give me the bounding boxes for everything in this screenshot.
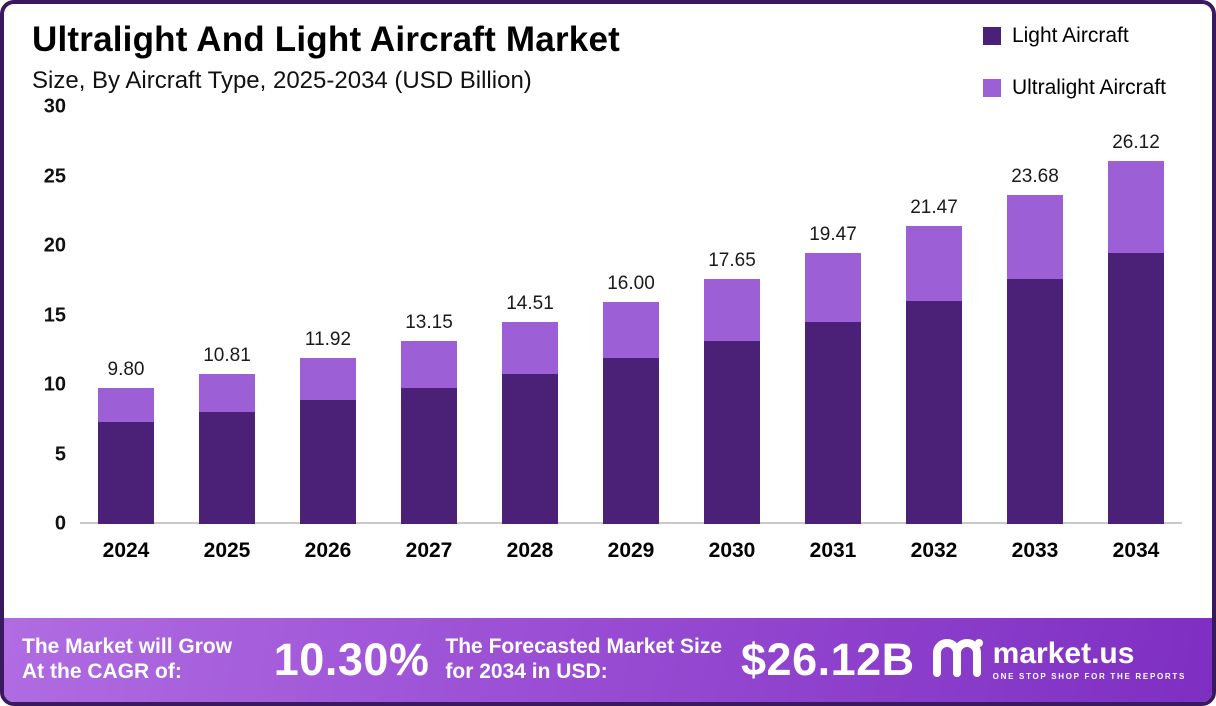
bar-total-label: 14.51 — [506, 293, 554, 315]
bar-column: 11.92 2026 — [290, 107, 366, 563]
bar-total-label: 11.92 — [304, 329, 352, 351]
segment-ultralight-aircraft — [401, 341, 457, 388]
x-axis-label: 2031 — [809, 539, 857, 562]
bar-column: 26.12 2034 — [1098, 107, 1174, 563]
cagr-value: 10.30% — [273, 634, 430, 685]
segment-light-aircraft — [199, 411, 255, 524]
bar-column: 10.81 2025 — [189, 107, 265, 563]
y-axis-tick: 30 — [43, 95, 66, 118]
x-axis-label: 2034 — [1112, 539, 1160, 562]
segment-ultralight-aircraft — [1108, 160, 1164, 254]
legend-label: Light Aircraft — [1011, 24, 1129, 47]
brand-name: market.us — [992, 637, 1135, 670]
segment-ultralight-aircraft — [805, 253, 861, 323]
y-axis-tick: 20 — [43, 234, 66, 257]
bar-column: 19.47 2031 — [795, 107, 871, 563]
market-us-logo-icon — [931, 637, 983, 684]
stacked-bar — [401, 341, 457, 524]
bar-column: 9.80 2024 — [88, 107, 164, 563]
stacked-bar — [98, 387, 154, 524]
chart-subtitle: Size, By Aircraft Type, 2025-2034 (USD B… — [32, 67, 532, 94]
bar-column: 13.15 2027 — [391, 107, 467, 563]
segment-ultralight-aircraft — [603, 301, 659, 359]
segment-ultralight-aircraft — [300, 358, 356, 401]
stacked-bar — [906, 225, 962, 524]
stacked-bar — [1108, 160, 1164, 524]
legend-item-light-aircraft: Light Aircraft — [982, 24, 1166, 48]
segment-ultralight-aircraft — [906, 225, 962, 302]
legend-label: Ultralight Aircraft — [1011, 76, 1166, 99]
stacked-bar — [805, 253, 861, 524]
segment-ultralight-aircraft — [199, 373, 255, 412]
segment-light-aircraft — [704, 341, 760, 524]
chart-title: Ultralight And Light Aircraft Market — [32, 20, 620, 59]
chart-columns: 9.80 2024 10.81 2025 11.92 2026 13.15 2027 14.51… — [80, 107, 1182, 563]
stacked-bar — [704, 278, 760, 524]
plot-area: 9.80 2024 10.81 2025 11.92 2026 13.15 2027 14.51… — [80, 107, 1182, 563]
x-axis-label: 2033 — [1011, 539, 1059, 562]
segment-ultralight-aircraft — [704, 278, 760, 342]
x-axis-label: 2025 — [203, 539, 251, 562]
brand-text: market.us ONE STOP SHOP FOR THE REPORTS — [993, 639, 1186, 681]
segment-light-aircraft — [502, 373, 558, 524]
stacked-bar — [1007, 194, 1063, 524]
x-axis-label: 2024 — [102, 539, 150, 562]
x-axis-label: 2028 — [506, 539, 554, 562]
segment-light-aircraft — [906, 301, 962, 524]
bar-column: 23.68 2033 — [997, 107, 1073, 563]
segment-light-aircraft — [805, 322, 861, 524]
y-axis-tick: 25 — [43, 165, 66, 187]
bar-total-label: 23.68 — [1011, 165, 1059, 187]
chart-header: Ultralight And Light Aircraft Market Siz… — [4, 4, 1212, 99]
stacked-bar — [199, 373, 255, 524]
bar-total-label: 13.15 — [405, 312, 453, 334]
bar-total-label: 10.81 — [203, 344, 251, 366]
bar-total-label: 16.00 — [607, 272, 655, 294]
brand-logo: market.us ONE STOP SHOP FOR THE REPORTS — [931, 637, 1194, 684]
bar-column: 21.47 2032 — [896, 107, 972, 563]
brand-tagline: ONE STOP SHOP FOR THE REPORTS — [992, 672, 1186, 681]
bar-total-label: 26.12 — [1112, 131, 1160, 153]
segment-light-aircraft — [1007, 278, 1063, 524]
forecast-value: $26.12B — [741, 634, 915, 685]
x-axis-label: 2027 — [405, 539, 453, 562]
legend: Light Aircraft Ultralight Aircraft — [982, 24, 1166, 100]
stacked-bar — [603, 301, 659, 524]
bar-column: 16.00 2029 — [593, 107, 669, 563]
cagr-label: The Market will Grow At the CAGR of: — [22, 635, 233, 683]
forecast-label: The Forecasted Market Size for 2034 in U… — [445, 635, 723, 683]
y-axis-tick: 15 — [43, 304, 66, 326]
bar-total-label: 17.65 — [708, 249, 756, 271]
legend-swatch — [982, 27, 1001, 45]
segment-light-aircraft — [300, 400, 356, 524]
bar-total-label: 9.80 — [107, 358, 145, 380]
y-axis-tick: 10 — [43, 373, 66, 396]
x-axis-label: 2030 — [708, 539, 756, 562]
y-axis-tick: 0 — [54, 512, 66, 535]
bar-column: 14.51 2028 — [492, 107, 568, 563]
bar-column: 17.65 2030 — [694, 107, 770, 563]
y-axis: 30 25 20 15 10 5 0 — [22, 96, 80, 535]
x-axis-label: 2026 — [304, 539, 352, 562]
segment-ultralight-aircraft — [98, 387, 154, 423]
y-axis-tick: 5 — [54, 443, 66, 465]
stacked-bar — [502, 322, 558, 524]
segment-ultralight-aircraft — [502, 322, 558, 374]
stacked-bar — [300, 358, 356, 524]
segment-light-aircraft — [401, 387, 457, 524]
segment-light-aircraft — [1108, 253, 1164, 524]
segment-ultralight-aircraft — [1007, 194, 1063, 279]
bar-chart: 30 25 20 15 10 5 0 9.80 2024 10.81 2025 11.92 2026 1… — [22, 96, 1182, 563]
bar-total-label: 19.47 — [809, 224, 857, 246]
x-axis-label: 2029 — [607, 539, 655, 562]
bar-total-label: 21.47 — [910, 196, 958, 218]
legend-swatch — [982, 79, 1001, 97]
segment-light-aircraft — [603, 358, 659, 524]
legend-item-ultralight-aircraft: Ultralight Aircraft — [982, 76, 1166, 100]
segment-light-aircraft — [98, 422, 154, 524]
footer-banner: The Market will Grow At the CAGR of: 10.… — [4, 618, 1212, 702]
x-axis-label: 2032 — [910, 539, 958, 562]
